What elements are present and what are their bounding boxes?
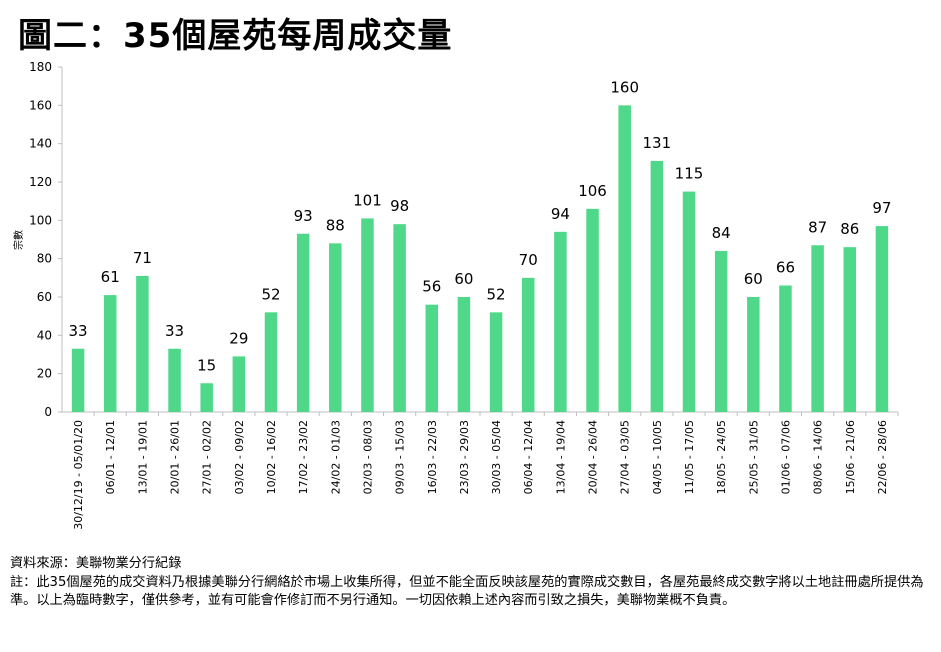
y-tick-label: 120 [29, 175, 52, 189]
x-tick-label: 20/01 - 26/01 [169, 420, 182, 494]
y-tick-label: 20 [37, 367, 52, 381]
y-tick-label: 40 [37, 328, 52, 342]
bar [264, 312, 278, 412]
bar [425, 304, 439, 412]
y-tick-label: 80 [37, 252, 52, 266]
bar [618, 105, 631, 412]
data-label: 86 [840, 220, 859, 238]
data-label: 33 [165, 322, 184, 340]
y-tick-label: 140 [29, 137, 52, 151]
data-label: 33 [69, 322, 88, 340]
x-tick-label: 15/06 - 21/06 [844, 420, 857, 494]
chart-title: 圖二：35個屋苑每周成交量 [18, 16, 453, 56]
x-tick-label: 22/06 - 28/06 [876, 420, 889, 494]
y-tick-label: 60 [37, 290, 52, 304]
data-label: 60 [744, 270, 763, 288]
data-label: 52 [487, 285, 506, 303]
x-tick-label: 01/06 - 07/06 [779, 420, 792, 494]
bar [393, 224, 406, 412]
data-label: 66 [776, 259, 795, 277]
x-tick-label: 18/05 - 24/05 [715, 420, 728, 494]
bar [232, 356, 246, 412]
data-label: 60 [454, 270, 473, 288]
bar [200, 383, 213, 412]
x-tick-label: 08/06 - 14/06 [812, 420, 825, 494]
x-tick-label: 06/04 - 12/04 [522, 420, 535, 494]
x-tick-label: 02/03 - 08/03 [361, 420, 374, 494]
data-label: 87 [808, 218, 827, 236]
x-tick-label: 13/04 - 19/04 [554, 420, 567, 494]
data-label: 56 [422, 278, 441, 296]
bar [779, 285, 792, 412]
x-tick-label: 13/01 - 19/01 [136, 420, 149, 494]
data-label: 70 [519, 251, 538, 269]
bar [554, 231, 567, 412]
y-tick-label: 0 [44, 405, 52, 419]
x-tick-label: 27/04 - 03/05 [619, 420, 632, 494]
x-tick-label: 20/04 - 26/04 [587, 420, 600, 494]
data-label: 52 [261, 285, 280, 303]
x-tick-label: 11/05 - 17/05 [683, 420, 696, 494]
data-label: 101 [353, 191, 382, 209]
data-label: 71 [133, 249, 152, 267]
bar [296, 233, 310, 412]
y-tick-label: 100 [29, 213, 52, 227]
x-tick-label: 30/03 - 05/04 [490, 420, 503, 494]
data-label: 94 [551, 205, 570, 223]
x-tick-label: 16/03 - 22/03 [426, 420, 439, 494]
bar [361, 218, 374, 412]
bar [329, 243, 342, 412]
data-label: 93 [294, 207, 313, 225]
bar [586, 208, 599, 412]
disclaimer-note: 註：此35個屋苑的成交資料乃根據美聯分行網絡於市場上收集所得，但並不能全面反映該… [10, 574, 924, 609]
bar [747, 297, 760, 412]
bar [71, 348, 85, 412]
data-label: 15 [197, 356, 216, 374]
data-label: 115 [675, 165, 704, 183]
data-label: 88 [326, 216, 345, 234]
data-label: 98 [390, 197, 409, 215]
data-label: 29 [229, 329, 248, 347]
data-label: 84 [712, 224, 731, 242]
data-label: 97 [872, 199, 891, 217]
bar [650, 160, 664, 412]
x-tick-label: 06/01 - 12/01 [104, 420, 117, 494]
bar [521, 277, 535, 412]
bar [682, 191, 696, 412]
footer: 資料來源：美聯物業分行紀錄 註：此35個屋苑的成交資料乃根據美聯分行網絡於市場上… [10, 555, 935, 611]
bar [457, 297, 471, 412]
x-tick-label: 17/02 - 23/02 [297, 420, 310, 494]
x-tick-label: 03/02 - 09/02 [233, 420, 246, 494]
bar [103, 295, 117, 412]
y-tick-label: 160 [29, 98, 52, 112]
bar [843, 247, 857, 412]
x-tick-label: 30/12/19 - 05/01/20 [72, 420, 85, 530]
data-label: 160 [610, 78, 639, 96]
x-tick-label: 24/02 - 01/03 [329, 420, 342, 494]
bar [489, 312, 503, 412]
bar [811, 245, 824, 412]
x-tick-label: 23/03 - 29/03 [458, 420, 471, 494]
source-note: 資料來源：美聯物業分行紀錄 [10, 556, 182, 571]
y-tick-label: 180 [29, 60, 52, 74]
data-label: 131 [643, 134, 672, 152]
bar [875, 226, 889, 412]
bar [168, 348, 181, 412]
y-axis-label: 宗數 [12, 230, 25, 250]
data-label: 61 [101, 268, 120, 286]
x-tick-label: 09/03 - 15/03 [394, 420, 407, 494]
bar [714, 251, 728, 412]
x-tick-label: 10/02 - 16/02 [265, 420, 278, 494]
x-tick-label: 25/05 - 31/05 [747, 420, 760, 494]
bar-chart: 0 20 40 60 80 100 120 140 160 180 宗數 33 30/12/19 - 0… [12, 60, 899, 530]
data-label: 106 [578, 182, 607, 200]
bar [136, 275, 149, 412]
x-tick-label: 27/01 - 02/02 [201, 420, 214, 494]
x-tick-label: 04/05 - 10/05 [651, 420, 664, 494]
